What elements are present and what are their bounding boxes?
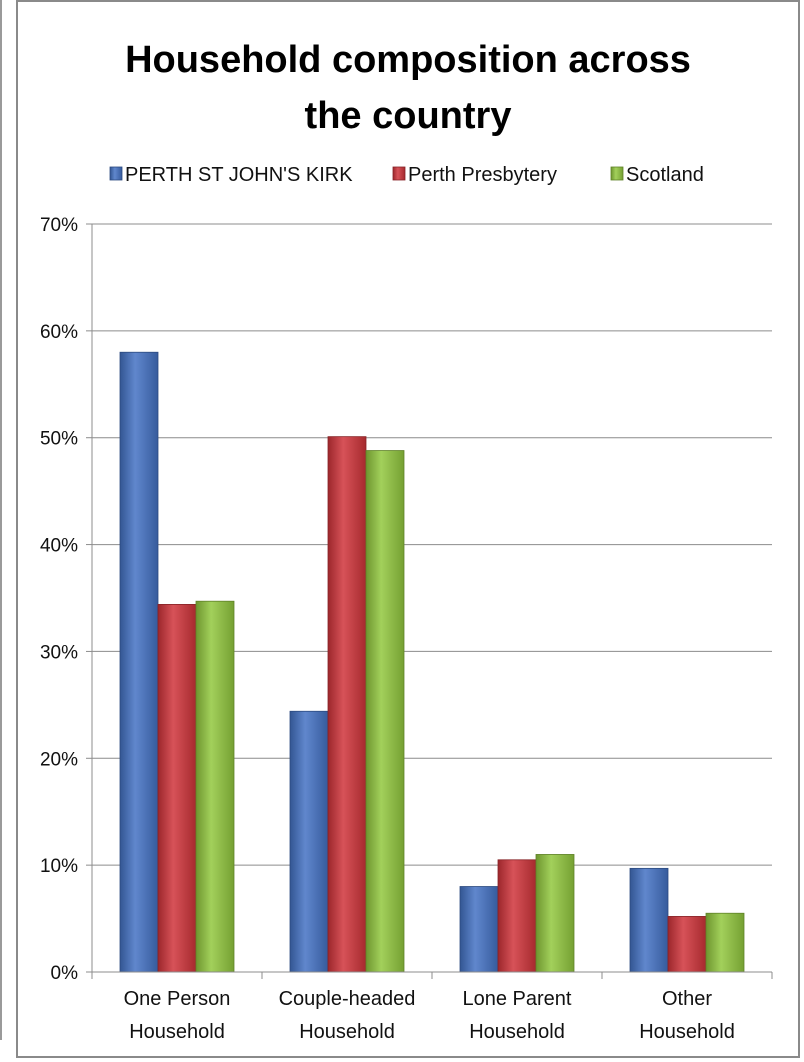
bar-perth-presbytery-1 bbox=[327, 436, 367, 973]
legend-swatch bbox=[392, 166, 406, 181]
bars bbox=[119, 351, 745, 973]
y-tick-label: 40% bbox=[40, 536, 78, 557]
x-tick-label: Couple-headed bbox=[279, 988, 416, 1010]
chart-title-line-1: Household composition across bbox=[125, 39, 691, 81]
legend-swatch bbox=[109, 166, 123, 181]
bar-perth-presbytery-3 bbox=[667, 916, 707, 973]
bar-perth-st-john-s-kirk-0 bbox=[119, 351, 159, 973]
x-tick-label: Household bbox=[129, 1021, 225, 1043]
y-tick-label: 30% bbox=[40, 642, 78, 663]
y-tick-label: 70% bbox=[40, 215, 78, 236]
bar-scotland-1 bbox=[365, 450, 405, 973]
x-tick-label: Lone Parent bbox=[463, 988, 572, 1010]
legend-label: Scotland bbox=[626, 164, 704, 186]
bar-perth-st-john-s-kirk-3 bbox=[629, 867, 669, 973]
x-axis: One Person Household Couple-headed Househol… bbox=[91, 971, 773, 1043]
y-tick-label: 60% bbox=[40, 322, 78, 343]
bar-scotland-0 bbox=[195, 600, 235, 973]
bar-scotland-3 bbox=[705, 912, 745, 973]
bar-perth-st-john-s-kirk-1 bbox=[289, 710, 329, 973]
x-tick-label: Household bbox=[639, 1021, 735, 1043]
x-tick-label: Other bbox=[662, 988, 712, 1010]
y-axis: 0% 10% 20% 30% 40% 50% 60% 70% bbox=[40, 215, 93, 984]
legend-swatch bbox=[610, 166, 624, 181]
y-tick-label: 20% bbox=[40, 749, 78, 770]
bar-perth-presbytery-0 bbox=[157, 604, 197, 973]
chart-title-line-2: the country bbox=[304, 95, 512, 137]
bar-scotland-2 bbox=[535, 854, 575, 973]
y-tick-label: 0% bbox=[51, 963, 79, 984]
bar-perth-st-john-s-kirk-2 bbox=[459, 886, 499, 973]
legend-label: PERTH ST JOHN'S KIRK bbox=[125, 164, 353, 186]
left-edge-line bbox=[0, 0, 2, 1040]
x-tick-label: Household bbox=[299, 1021, 395, 1043]
y-tick-label: 50% bbox=[40, 429, 78, 450]
bar-perth-presbytery-2 bbox=[497, 859, 537, 973]
y-tick-label: 10% bbox=[40, 856, 78, 877]
x-tick-label: One Person bbox=[124, 988, 231, 1010]
chart-title: Household composition across the country bbox=[16, 32, 800, 144]
legend: PERTH ST JOHN'S KIRK Perth Presbytery Scot… bbox=[109, 164, 704, 186]
legend-label: Perth Presbytery bbox=[408, 164, 557, 186]
x-tick-label: Household bbox=[469, 1021, 565, 1043]
